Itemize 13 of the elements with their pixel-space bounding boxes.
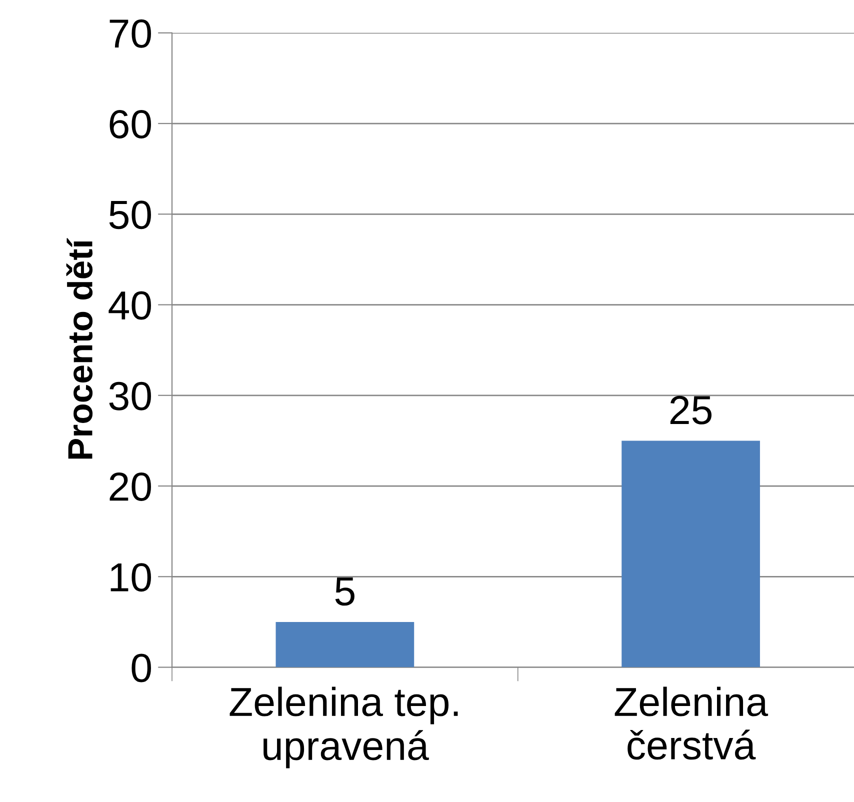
y-tick-label: 50: [109, 200, 151, 230]
y-tick-label: 10: [110, 563, 151, 592]
x-tick-label: Zelenina čerstvá: [614, 686, 768, 760]
y-tick-label: 60: [110, 110, 151, 138]
y-tick-label: 0: [132, 654, 151, 682]
y-axis-title: Procento dětí: [66, 238, 93, 459]
y-tick-label: 30: [109, 382, 151, 410]
data-label: 25: [670, 396, 712, 424]
y-tick-label: 20: [110, 472, 151, 502]
x-tick-label: Zelenina tep. upravená: [230, 686, 458, 768]
y-tick-label: 40: [108, 291, 151, 320]
data-label: 5: [335, 578, 354, 606]
y-tick-label: 70: [110, 19, 151, 48]
